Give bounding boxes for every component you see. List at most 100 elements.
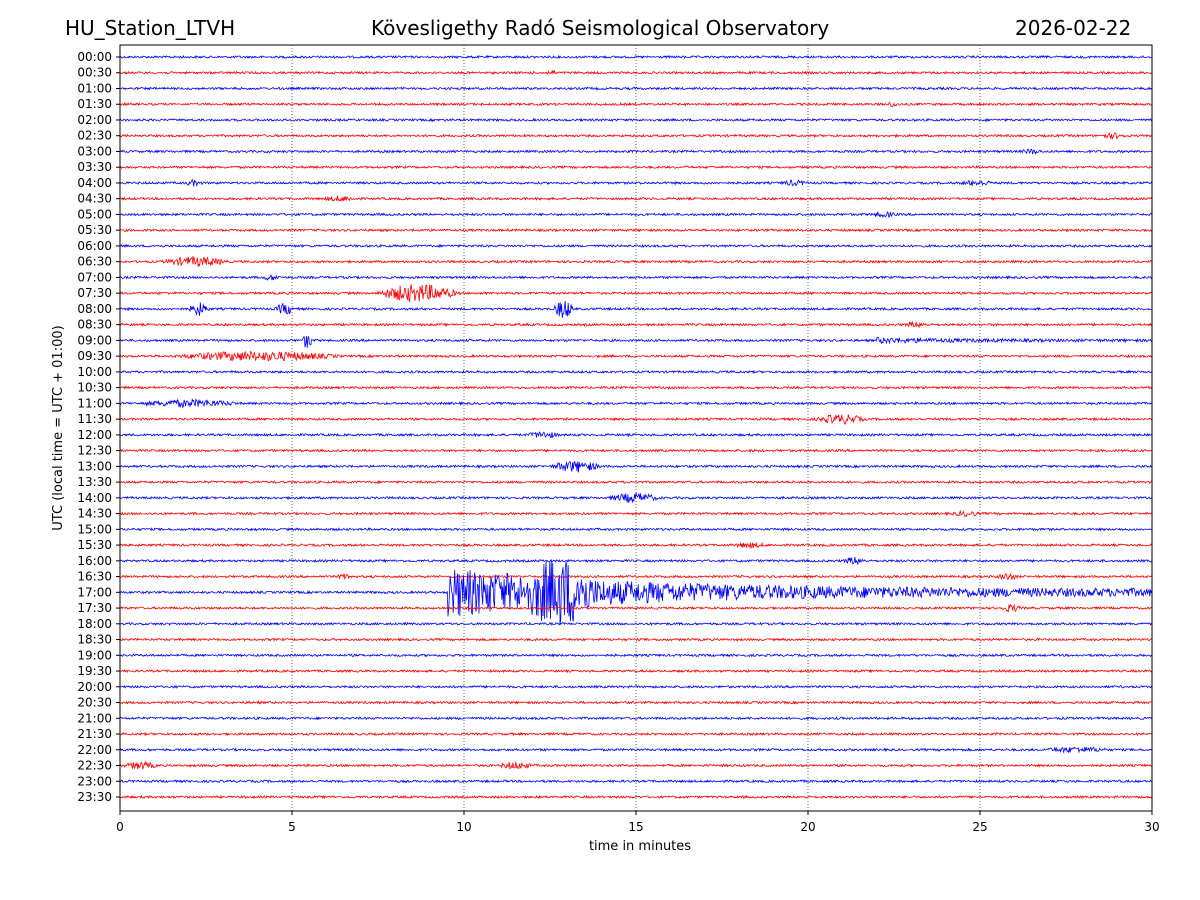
chart-title: Kövesligethy Radó Seismological Observat…	[371, 16, 830, 40]
trace-1930	[119, 668, 1153, 674]
trace-0430	[119, 195, 1153, 203]
y-tick-label: 11:00	[77, 396, 112, 410]
trace-2130	[119, 731, 1153, 737]
date-label: 2026-02-22	[1015, 16, 1132, 40]
trace-1900	[119, 653, 1153, 658]
y-tick-label: 00:00	[77, 50, 112, 64]
y-tick-label: 02:00	[77, 113, 112, 127]
y-tick-label: 06:30	[77, 255, 112, 269]
y-tick-label: 10:30	[77, 381, 112, 395]
trace-1700	[119, 559, 1153, 625]
y-tick-label: 12:30	[77, 444, 112, 458]
trace-2300	[119, 779, 1153, 784]
y-tick-label: 11:30	[77, 412, 112, 426]
y-tick-label: 23:30	[77, 790, 112, 804]
trace-0030	[119, 70, 1153, 75]
trace-0730	[119, 284, 1153, 303]
trace-1100	[119, 398, 1153, 409]
trace-0800	[119, 301, 1152, 318]
y-tick-label: 12:00	[77, 428, 112, 442]
y-tick-label: 05:30	[77, 223, 112, 237]
trace-1030	[119, 385, 1153, 390]
trace-0400	[119, 178, 1153, 187]
x-tick-label: 5	[288, 820, 296, 834]
trace-0830	[119, 320, 1153, 329]
y-tick-label: 09:30	[77, 349, 112, 363]
y-tick-label: 10:00	[77, 365, 112, 379]
trace-0700	[119, 274, 1153, 281]
y-tick-label: 04:00	[77, 176, 112, 190]
trace-0300	[119, 148, 1153, 155]
trace-2030	[119, 700, 1153, 705]
y-tick-label: 21:00	[77, 711, 112, 725]
trace-1830	[119, 637, 1153, 642]
y-tick-label: 16:30	[77, 570, 112, 584]
y-tick-label: 19:30	[77, 664, 112, 678]
y-tick-label: 14:30	[77, 507, 112, 521]
x-axis-label: time in minutes	[589, 839, 691, 854]
y-tick-label: 07:00	[77, 270, 112, 284]
y-tick-label: 07:30	[77, 286, 112, 300]
y-tick-label: 15:30	[77, 538, 112, 552]
trace-1430	[119, 509, 1153, 518]
trace-0500	[119, 211, 1153, 219]
trace-2000	[119, 684, 1153, 689]
y-tick-label: 17:30	[77, 601, 112, 615]
y-tick-label: 20:00	[77, 680, 112, 694]
y-tick-label: 04:30	[77, 192, 112, 206]
trace-0100	[119, 86, 1153, 91]
trace-0130	[119, 101, 1153, 108]
y-tick-label: 01:00	[77, 81, 112, 95]
trace-1630	[120, 572, 1153, 581]
y-tick-label: 14:00	[77, 491, 112, 505]
x-tick-label: 0	[116, 820, 124, 834]
trace-0530	[119, 228, 1153, 233]
trace-2100	[119, 716, 1153, 721]
y-tick-label: 22:00	[77, 743, 112, 757]
y-tick-label: 08:30	[77, 318, 112, 332]
trace-1330	[119, 479, 1153, 485]
trace-0630	[119, 255, 1153, 268]
x-tick-label: 15	[628, 820, 643, 834]
y-axis-label: UTC (local time = UTC + 01:00)	[51, 325, 66, 530]
trace-2330	[119, 794, 1153, 800]
y-tick-label: 01:30	[77, 97, 112, 111]
y-tick-label: 21:30	[77, 727, 112, 741]
trace-0330	[119, 164, 1153, 170]
trace-0000	[119, 54, 1152, 60]
trace-0930	[119, 350, 1153, 362]
y-tick-label: 15:00	[77, 522, 112, 536]
y-tick-label: 18:00	[77, 617, 112, 631]
y-tick-label: 13:00	[77, 459, 112, 473]
trace-2230	[119, 760, 1152, 771]
trace-1530	[119, 541, 1153, 550]
y-tick-label: 19:00	[77, 648, 112, 662]
x-tick-label: 20	[800, 820, 815, 834]
x-tick-label: 25	[972, 820, 987, 834]
y-tick-label: 20:30	[77, 696, 112, 710]
y-tick-label: 09:00	[77, 333, 112, 347]
trace-1500	[119, 527, 1153, 532]
y-tick-label: 08:00	[77, 302, 112, 316]
y-tick-label: 23:00	[77, 774, 112, 788]
trace-1400	[119, 492, 1153, 504]
trace-1200	[119, 431, 1153, 439]
trace-0200	[119, 117, 1153, 123]
y-tick-label: 06:00	[77, 239, 112, 253]
y-tick-label: 17:00	[77, 585, 112, 599]
y-tick-label: 03:30	[77, 160, 112, 174]
x-tick-label: 30	[1144, 820, 1159, 834]
y-tick-label: 13:30	[77, 475, 112, 489]
trace-1000	[119, 369, 1153, 375]
y-tick-label: 22:30	[77, 759, 112, 773]
trace-0900	[119, 335, 1153, 348]
y-tick-label: 18:30	[77, 633, 112, 647]
trace-1300	[120, 460, 1153, 473]
trace-0230	[119, 131, 1153, 140]
y-tick-label: 05:00	[77, 207, 112, 221]
trace-0600	[119, 243, 1153, 249]
trace-1130	[119, 414, 1153, 425]
y-tick-label: 16:00	[77, 554, 112, 568]
trace-1230	[119, 448, 1153, 453]
